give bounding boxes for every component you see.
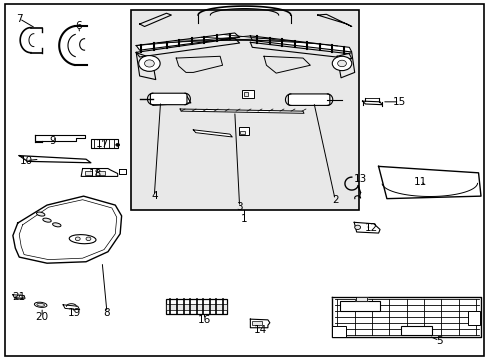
Polygon shape	[13, 196, 122, 263]
Text: 19: 19	[68, 308, 81, 318]
Bar	[91, 139, 118, 148]
Text: 8: 8	[103, 308, 110, 318]
Polygon shape	[152, 95, 190, 105]
FancyBboxPatch shape	[150, 93, 186, 105]
Circle shape	[139, 55, 160, 71]
Circle shape	[116, 143, 120, 146]
Polygon shape	[331, 297, 366, 301]
Polygon shape	[250, 319, 269, 328]
Text: 18: 18	[89, 168, 102, 179]
Bar	[339, 301, 379, 311]
Polygon shape	[193, 130, 232, 137]
Bar	[252, 321, 262, 325]
Circle shape	[337, 60, 346, 67]
Text: 4: 4	[151, 191, 157, 201]
Text: 16: 16	[198, 315, 211, 325]
Ellipse shape	[34, 302, 47, 307]
Text: 11: 11	[412, 177, 426, 187]
FancyBboxPatch shape	[288, 94, 329, 105]
Polygon shape	[180, 109, 304, 113]
Polygon shape	[264, 56, 310, 73]
Polygon shape	[250, 36, 351, 52]
Text: 2: 2	[331, 195, 338, 205]
Ellipse shape	[37, 212, 45, 216]
Circle shape	[331, 56, 351, 71]
Bar	[131, 10, 358, 211]
Circle shape	[75, 237, 80, 240]
Text: 7: 7	[16, 14, 22, 24]
Text: 5: 5	[435, 336, 442, 346]
Polygon shape	[136, 39, 239, 57]
Text: 15: 15	[392, 97, 406, 107]
Bar	[96, 171, 104, 175]
Circle shape	[144, 60, 154, 67]
Text: 10: 10	[20, 156, 33, 166]
Polygon shape	[13, 295, 25, 298]
Polygon shape	[136, 33, 239, 50]
Ellipse shape	[69, 235, 96, 244]
Bar	[400, 326, 431, 335]
Polygon shape	[136, 53, 156, 80]
Text: 3: 3	[236, 202, 243, 212]
Polygon shape	[140, 13, 171, 27]
Text: 14: 14	[253, 325, 266, 335]
Ellipse shape	[37, 303, 44, 306]
Bar	[166, 300, 227, 315]
Polygon shape	[353, 222, 379, 233]
Bar	[84, 171, 92, 175]
Polygon shape	[119, 169, 126, 174]
Text: 12: 12	[364, 224, 377, 233]
Polygon shape	[331, 297, 480, 337]
Bar	[467, 311, 479, 325]
Polygon shape	[19, 156, 91, 163]
Polygon shape	[378, 166, 480, 199]
Circle shape	[354, 225, 360, 229]
Bar	[166, 304, 227, 310]
Text: 17: 17	[95, 139, 108, 149]
Text: 20: 20	[36, 312, 49, 322]
Polygon shape	[176, 56, 222, 72]
Polygon shape	[81, 168, 118, 176]
Text: 21: 21	[13, 292, 26, 302]
Polygon shape	[35, 135, 84, 140]
Circle shape	[86, 237, 91, 240]
Polygon shape	[336, 53, 354, 78]
Text: 9: 9	[49, 136, 56, 146]
Text: 6: 6	[75, 21, 82, 31]
Bar	[331, 326, 345, 337]
Bar	[243, 92, 248, 96]
Text: 1: 1	[241, 215, 247, 224]
Ellipse shape	[43, 218, 51, 222]
Ellipse shape	[52, 223, 61, 227]
Bar	[242, 90, 254, 98]
Polygon shape	[250, 42, 351, 59]
Polygon shape	[317, 14, 351, 27]
Polygon shape	[63, 305, 80, 310]
Bar	[238, 127, 249, 135]
Bar	[239, 131, 244, 134]
Polygon shape	[362, 101, 381, 105]
Text: 13: 13	[353, 174, 366, 184]
